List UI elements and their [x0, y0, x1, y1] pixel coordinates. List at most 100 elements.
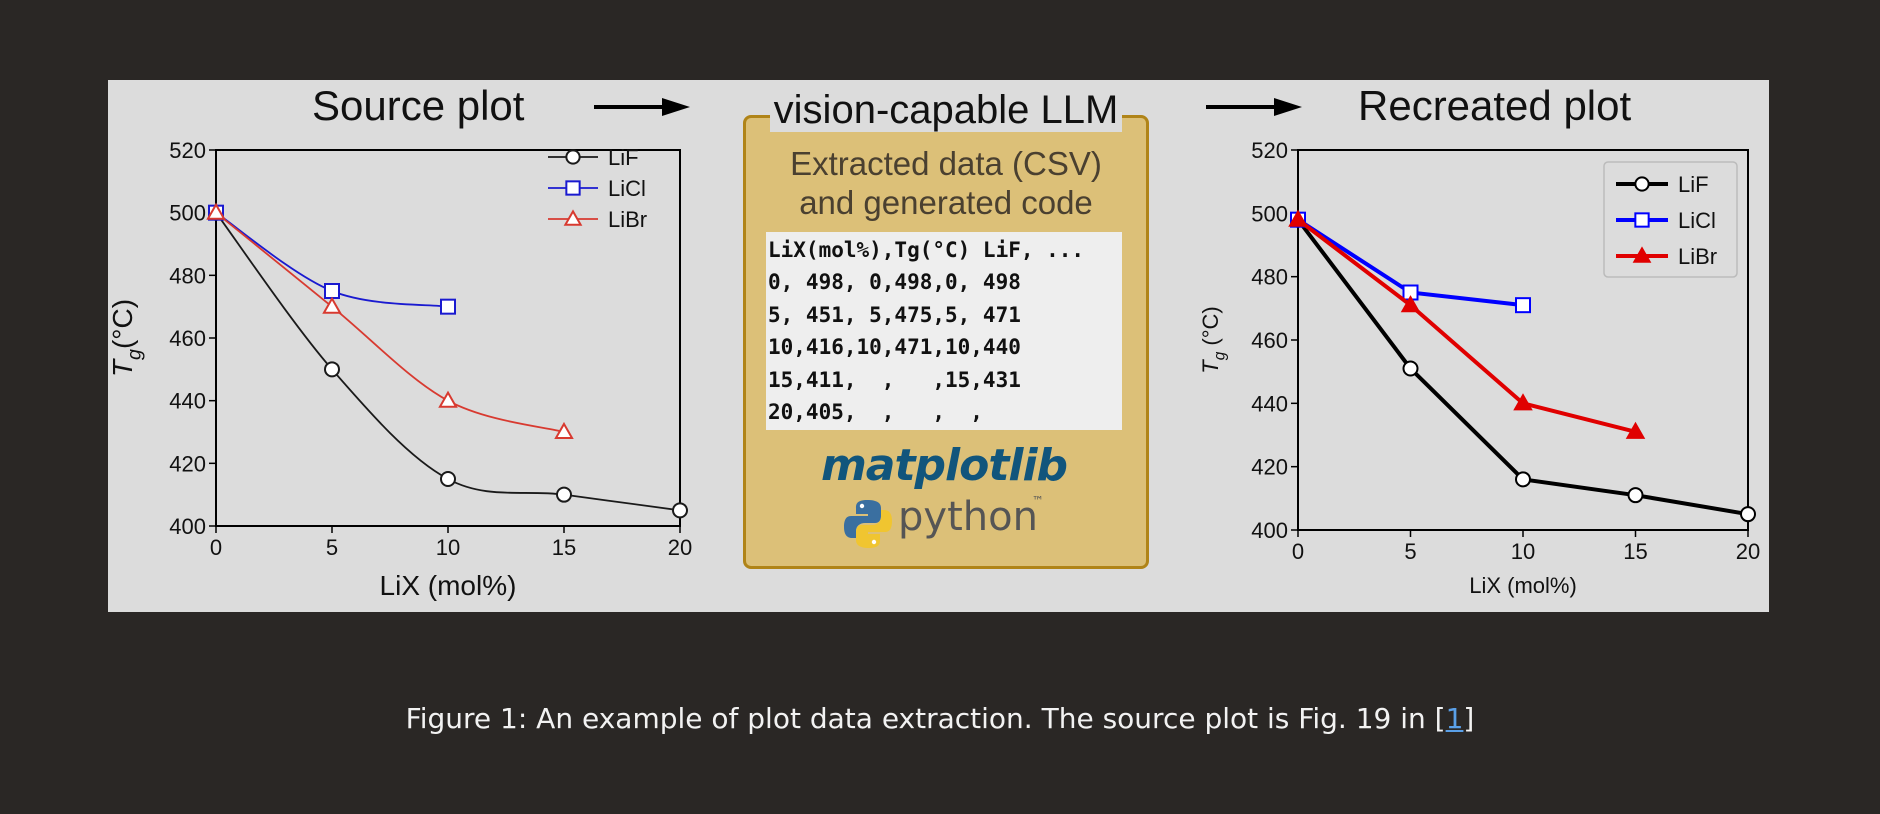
y-label-main: T	[108, 358, 138, 377]
data-point	[1627, 487, 1644, 504]
data-point	[556, 486, 572, 503]
csv-block: LiX(mol%),Tg(°C) LiF, ... 0, 498, 0,498,…	[766, 232, 1122, 430]
series-line	[1296, 218, 1636, 434]
csv-line: 0, 498, 0,498,0, 498	[768, 270, 1021, 294]
data-point	[440, 471, 456, 487]
y-tick-label: 440	[169, 389, 206, 414]
plot-area	[215, 149, 681, 527]
llm-box-line-2: and generated code	[799, 184, 1093, 221]
data-point	[1625, 421, 1646, 439]
data-point	[438, 390, 458, 408]
y-tick-label: 500	[169, 201, 206, 226]
x-tick-label: 10	[1511, 539, 1535, 564]
data-point	[554, 421, 574, 440]
arrow-left-icon	[594, 98, 690, 116]
legend-entry: LiCl	[1678, 208, 1716, 233]
y-label-rest: (°C)	[1198, 306, 1223, 351]
y-label-rest: (°C)	[108, 299, 138, 349]
x-tick-label: 0	[210, 535, 222, 560]
x-axis-label: LiX (mol%)	[1469, 573, 1577, 598]
x-tick-label: 10	[436, 535, 460, 560]
y-axis-label: Tg(°C)	[108, 299, 145, 377]
y-label-sub: g	[1212, 351, 1229, 360]
legend-entry: LiBr	[1678, 244, 1717, 269]
llm-title: vision-capable LLM	[743, 88, 1149, 133]
arrow-right-icon	[1206, 98, 1302, 116]
x-tick-label: 20	[668, 535, 692, 560]
y-label-sub: g	[123, 349, 145, 360]
legend-marker	[1634, 176, 1650, 192]
x-tick-label: 15	[552, 535, 576, 560]
source-plot-heading: Source plot	[312, 82, 525, 129]
reference-link[interactable]: 1	[1445, 702, 1464, 735]
x-tick-label: 5	[326, 535, 338, 560]
x-tick-label: 5	[1404, 539, 1416, 564]
data-point	[322, 296, 342, 314]
x-axis-label: LiX (mol%)	[380, 570, 517, 601]
legend-entry: LiF	[608, 145, 639, 170]
legend-marker	[563, 209, 583, 226]
legend-entry: LiBr	[608, 207, 647, 232]
series-line	[215, 211, 565, 433]
y-tick-label: 400	[169, 514, 206, 539]
python-logo: python ™	[842, 494, 1062, 554]
y-tick-label: 420	[1251, 455, 1288, 480]
recreated-plot-heading: Recreated plot	[1358, 82, 1632, 129]
y-tick-label: 440	[1251, 391, 1288, 416]
recreated-chart: 0 5 10 15 20 400 420 440 460 480 500 520 LiX (mol%) T…	[1198, 138, 1760, 598]
y-axis-label: Tg (°C)	[1198, 306, 1229, 373]
python-snake-icon	[844, 500, 892, 548]
llm-box-line-1: Extracted data (CSV)	[790, 145, 1102, 182]
legend-marker	[565, 180, 581, 196]
series-libr	[1288, 209, 1646, 439]
csv-line: 15,411, , ,15,431	[768, 368, 1021, 392]
series-line	[215, 212, 681, 512]
y-tick-label: 500	[1251, 201, 1288, 226]
data-point	[672, 502, 688, 519]
legend-frame	[1603, 161, 1738, 278]
data-point	[206, 202, 226, 220]
caption-close: ]	[1463, 702, 1475, 735]
data-point	[1513, 393, 1533, 411]
y-tick-label: 460	[169, 326, 206, 351]
source-chart: 0 5 10 15 20 400 420 440 460 480 500 520 LiX (mol%) T…	[108, 138, 692, 601]
x-tick-label: 20	[1736, 539, 1760, 564]
data-point	[1400, 295, 1421, 313]
data-point	[1740, 506, 1756, 523]
legend-entry: LiCl	[608, 176, 646, 201]
data-point	[1515, 471, 1531, 488]
matplotlib-logo: matplotlib	[820, 440, 1068, 491]
y-tick-label: 400	[1251, 518, 1288, 543]
figure-caption: Figure 1: An example of plot data extrac…	[0, 702, 1880, 735]
y-tick-label: 480	[169, 263, 206, 288]
y-label-main: T	[1198, 359, 1223, 374]
legend-marker	[565, 149, 581, 165]
data-point	[324, 361, 340, 378]
y-tick-label: 480	[1251, 265, 1288, 290]
y-tick-label: 520	[169, 138, 206, 163]
x-tick-label: 15	[1623, 539, 1647, 564]
data-point	[1515, 297, 1531, 314]
python-word: python	[898, 494, 1038, 540]
y-tick-label: 460	[1251, 328, 1288, 353]
series-libr	[206, 202, 574, 440]
csv-line: LiX(mol%),Tg(°C) LiF, ...	[768, 238, 1085, 262]
legend-marker	[1632, 246, 1652, 263]
y-tick-label: 520	[1251, 138, 1288, 163]
caption-text: Figure 1: An example of plot data extrac…	[405, 702, 1446, 735]
data-point	[324, 283, 340, 299]
legend-marker	[1634, 212, 1650, 228]
python-tm: ™	[1032, 494, 1044, 508]
x-tick-label: 0	[1292, 539, 1304, 564]
csv-line: 5, 451, 5,475,5, 471	[768, 303, 1021, 327]
csv-line: 20,405, , , ,	[768, 400, 983, 424]
csv-line: 10,416,10,471,10,440	[768, 335, 1021, 359]
llm-title-text: vision-capable LLM	[769, 88, 1123, 132]
legend-entry: LiF	[1678, 172, 1709, 197]
legend: LiF LiCl LiBr	[1603, 161, 1738, 278]
legend: LiF LiCl LiBr	[548, 145, 647, 232]
data-point	[440, 298, 456, 315]
data-point	[1402, 360, 1419, 377]
data-point	[1288, 209, 1308, 227]
